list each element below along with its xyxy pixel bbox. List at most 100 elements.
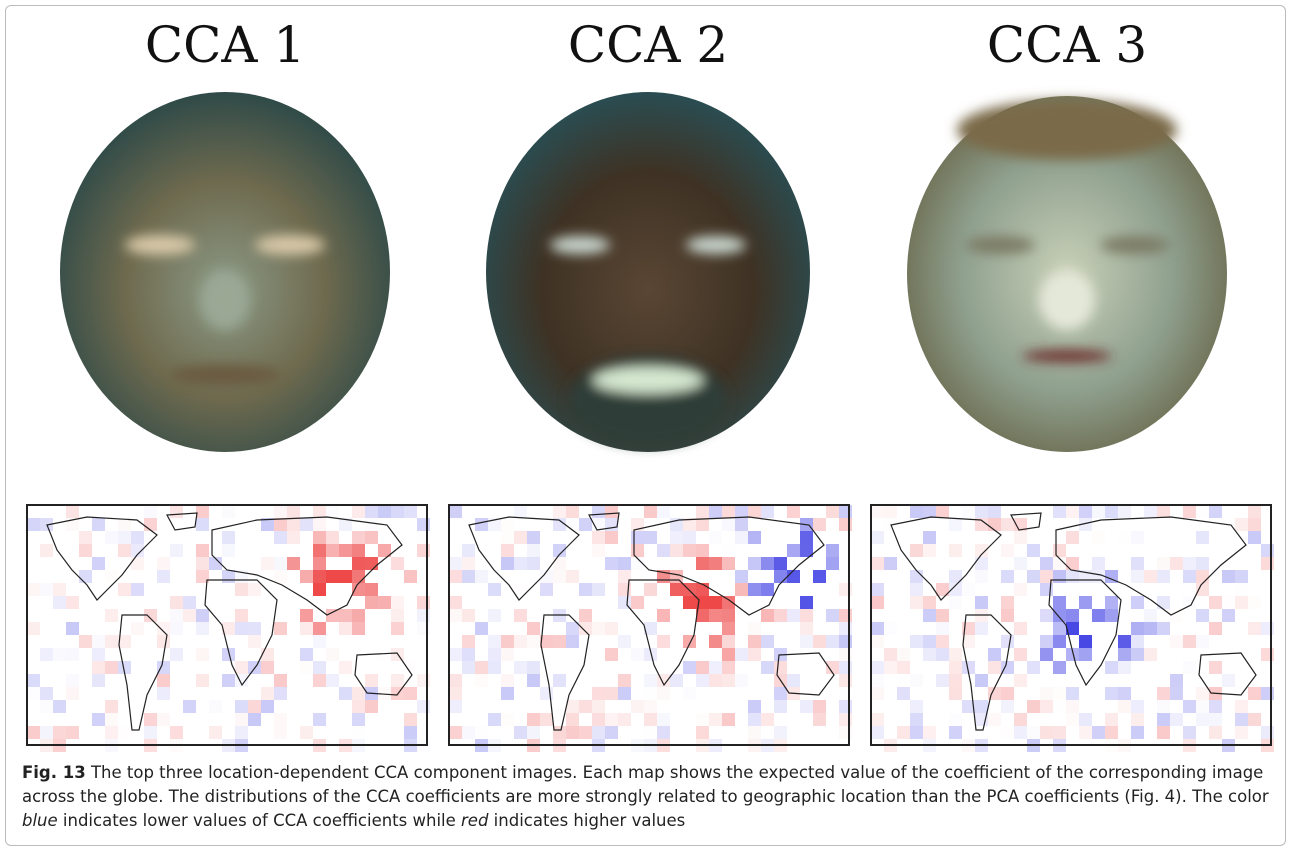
map-cell <box>365 518 378 531</box>
map-cell <box>300 609 313 622</box>
map-cell <box>579 518 592 531</box>
map-cell <box>1105 505 1118 518</box>
map-cell <box>1157 570 1170 583</box>
map-cell <box>313 570 326 583</box>
map-cell <box>1040 726 1053 739</box>
map-cell <box>118 544 131 557</box>
map-cell <box>1196 570 1209 583</box>
map-cell <box>391 596 404 609</box>
map-cell <box>735 570 748 583</box>
caption-text: indicates lower values of CCA coefficien… <box>58 811 461 830</box>
map-cell <box>417 518 430 531</box>
map-cell <box>92 557 105 570</box>
map-cell <box>1118 648 1131 661</box>
map-cell <box>40 544 53 557</box>
map-cell <box>897 726 910 739</box>
map-cell <box>1209 596 1222 609</box>
map-cell <box>1196 531 1209 544</box>
map-cell <box>1248 687 1261 700</box>
map-cell <box>774 570 787 583</box>
map-cell <box>313 622 326 635</box>
map-cell <box>1066 713 1079 726</box>
map-cell <box>871 557 884 570</box>
map-cell <box>683 583 696 596</box>
map-cell <box>1248 713 1261 726</box>
map-cell <box>449 570 462 583</box>
map-cell <box>326 648 339 661</box>
map-cell <box>352 505 365 518</box>
map-cell <box>352 544 365 557</box>
map-cell <box>1001 726 1014 739</box>
map-cell <box>657 544 670 557</box>
map-cell <box>417 700 430 713</box>
map-cell <box>92 674 105 687</box>
map-cell <box>787 570 800 583</box>
map-cell <box>462 544 475 557</box>
map-cell <box>339 544 352 557</box>
map-cell <box>501 635 514 648</box>
map-cell <box>897 687 910 700</box>
map-cell <box>722 518 735 531</box>
map-cell <box>1209 713 1222 726</box>
map-cell <box>696 557 709 570</box>
map-cell <box>1222 596 1235 609</box>
map-cell <box>66 596 79 609</box>
map-cell <box>592 622 605 635</box>
map-cell <box>66 726 79 739</box>
map-cell <box>235 583 248 596</box>
map-cell <box>1092 531 1105 544</box>
map-cell <box>274 570 287 583</box>
map-cell <box>235 622 248 635</box>
map-cell <box>1235 583 1248 596</box>
map-cell <box>839 635 852 648</box>
map-cell <box>1144 648 1157 661</box>
map-cell <box>735 518 748 531</box>
map-cell <box>1157 557 1170 570</box>
map-cell <box>313 583 326 596</box>
map-cell <box>170 505 183 518</box>
map-cell <box>501 544 514 557</box>
map-cell <box>592 726 605 739</box>
map-cell <box>657 635 670 648</box>
map-cell <box>313 505 326 518</box>
map-cell <box>761 557 774 570</box>
map-cell <box>618 687 631 700</box>
map-cell <box>527 557 540 570</box>
map-cell <box>488 648 501 661</box>
map-cell <box>417 622 430 635</box>
map-cell <box>644 726 657 739</box>
map-cell <box>579 609 592 622</box>
map-cell <box>475 661 488 674</box>
map-cell <box>105 700 118 713</box>
map-cell <box>27 674 40 687</box>
map-cell <box>722 713 735 726</box>
map-cell <box>722 622 735 635</box>
map-cell <box>157 674 170 687</box>
map-cell <box>1131 570 1144 583</box>
face-image <box>60 92 390 452</box>
map-cell <box>1144 622 1157 635</box>
map-cell <box>923 505 936 518</box>
map-cell <box>1079 648 1092 661</box>
map-cell <box>962 583 975 596</box>
map-cell <box>605 622 618 635</box>
map-cell <box>1131 622 1144 635</box>
map-cell <box>748 505 761 518</box>
map-cell <box>871 661 884 674</box>
map-cell <box>274 505 287 518</box>
map-cell <box>644 674 657 687</box>
map-cell <box>287 531 300 544</box>
map-cell <box>92 661 105 674</box>
map-cell <box>183 700 196 713</box>
map-cell <box>644 687 657 700</box>
map-cell <box>579 700 592 713</box>
map-cell <box>988 518 1001 531</box>
map-cell <box>352 570 365 583</box>
map-cell <box>404 687 417 700</box>
map-cell <box>592 713 605 726</box>
map-cell <box>910 570 923 583</box>
map-cell <box>27 726 40 739</box>
map-cell <box>800 596 813 609</box>
map-cell <box>1261 726 1274 739</box>
map-cell <box>592 544 605 557</box>
